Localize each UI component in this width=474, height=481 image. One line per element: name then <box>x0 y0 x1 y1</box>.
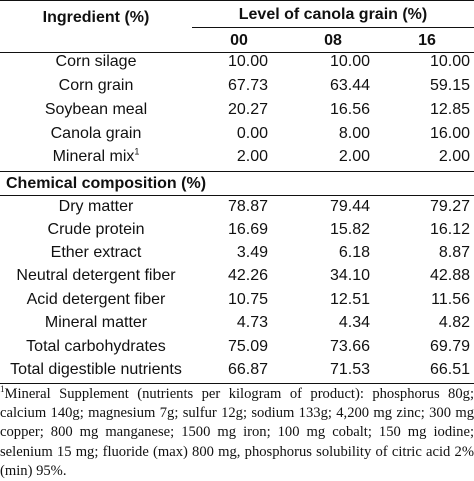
value-cell: 10.00 <box>227 53 268 70</box>
value-cell: 63.44 <box>329 77 370 94</box>
header-rule <box>0 52 474 53</box>
row-label: Crude protein <box>47 221 145 238</box>
value-cell: 8.00 <box>338 125 370 142</box>
value-cell: 16.00 <box>429 125 470 142</box>
bottom-rule <box>0 383 474 384</box>
value-cell: 4.73 <box>236 314 268 331</box>
value-cell: 12.85 <box>429 101 470 118</box>
section-rule-bottom <box>0 195 474 196</box>
value-cell: 10.75 <box>227 291 268 308</box>
row-label: Mineral matter <box>44 314 148 331</box>
value-cell: 16.12 <box>429 221 470 238</box>
row-label: Neutral detergent fiber <box>16 267 176 284</box>
value-cell: 3.49 <box>236 244 268 261</box>
value-cell: 16.56 <box>329 101 370 118</box>
value-cell: 69.79 <box>429 338 470 355</box>
row-label: Corn grain <box>58 77 134 94</box>
row-label: Ether extract <box>50 244 142 261</box>
value-cell: 10.00 <box>329 53 370 70</box>
value-cell: 10.00 <box>429 53 470 70</box>
section-header: Chemical composition (%) <box>6 175 207 192</box>
footnote-text: Mineral Supplement (nutrients per kilogr… <box>0 386 474 479</box>
level-header-16: 16 <box>418 32 436 49</box>
value-cell: 4.82 <box>438 314 470 331</box>
value-cell: 66.51 <box>429 361 470 378</box>
value-cell: 8.87 <box>438 244 470 261</box>
value-cell: 2.00 <box>236 148 268 165</box>
row-label: Acid detergent fiber <box>26 291 166 308</box>
value-cell: 11.56 <box>431 291 470 308</box>
value-cell: 12.51 <box>329 291 370 308</box>
value-cell: 75.09 <box>227 338 268 355</box>
value-cell: 15.82 <box>329 221 370 238</box>
row-label: Corn silage <box>55 53 137 70</box>
top-rule <box>0 0 474 1</box>
row-label: Dry matter <box>58 198 134 215</box>
value-cell: 34.10 <box>329 267 370 284</box>
value-cell: 0.00 <box>236 125 268 142</box>
row-label: Soybean meal <box>44 101 148 118</box>
value-cell: 20.27 <box>227 101 268 118</box>
value-cell: 16.69 <box>227 221 268 238</box>
row-label: Mineral mix1 <box>0 147 192 167</box>
ingredient-header: Ingredient (%) <box>42 9 150 26</box>
value-cell: 78.87 <box>227 198 268 215</box>
value-cell: 67.73 <box>227 77 268 94</box>
value-cell: 2.00 <box>338 148 370 165</box>
footnote-marker: 1 <box>0 384 5 395</box>
value-cell: 6.18 <box>338 244 370 261</box>
level-underline <box>192 27 474 28</box>
level-header: Level of canola grain (%) <box>238 6 428 23</box>
value-cell: 79.44 <box>329 198 370 215</box>
row-label-text: Mineral mix <box>52 148 135 165</box>
value-cell: 66.87 <box>227 361 268 378</box>
row-label: Total digestible nutrients <box>10 361 182 378</box>
section-rule-top <box>0 171 474 172</box>
value-cell: 71.53 <box>329 361 370 378</box>
value-cell: 2.00 <box>438 148 470 165</box>
row-label: Total carbohydrates <box>26 338 166 355</box>
value-cell: 59.15 <box>429 77 470 94</box>
level-header-08: 08 <box>324 32 342 49</box>
value-cell: 73.66 <box>329 338 370 355</box>
row-label: Canola grain <box>50 125 142 142</box>
value-cell: 42.26 <box>227 267 268 284</box>
value-cell: 42.88 <box>429 267 470 284</box>
footnote: 1Mineral Supplement (nutrients per kilog… <box>0 385 474 481</box>
value-cell: 79.27 <box>429 198 470 215</box>
value-cell: 4.34 <box>338 314 370 331</box>
level-header-00: 00 <box>230 32 248 49</box>
footnote-marker: 1 <box>134 146 140 157</box>
